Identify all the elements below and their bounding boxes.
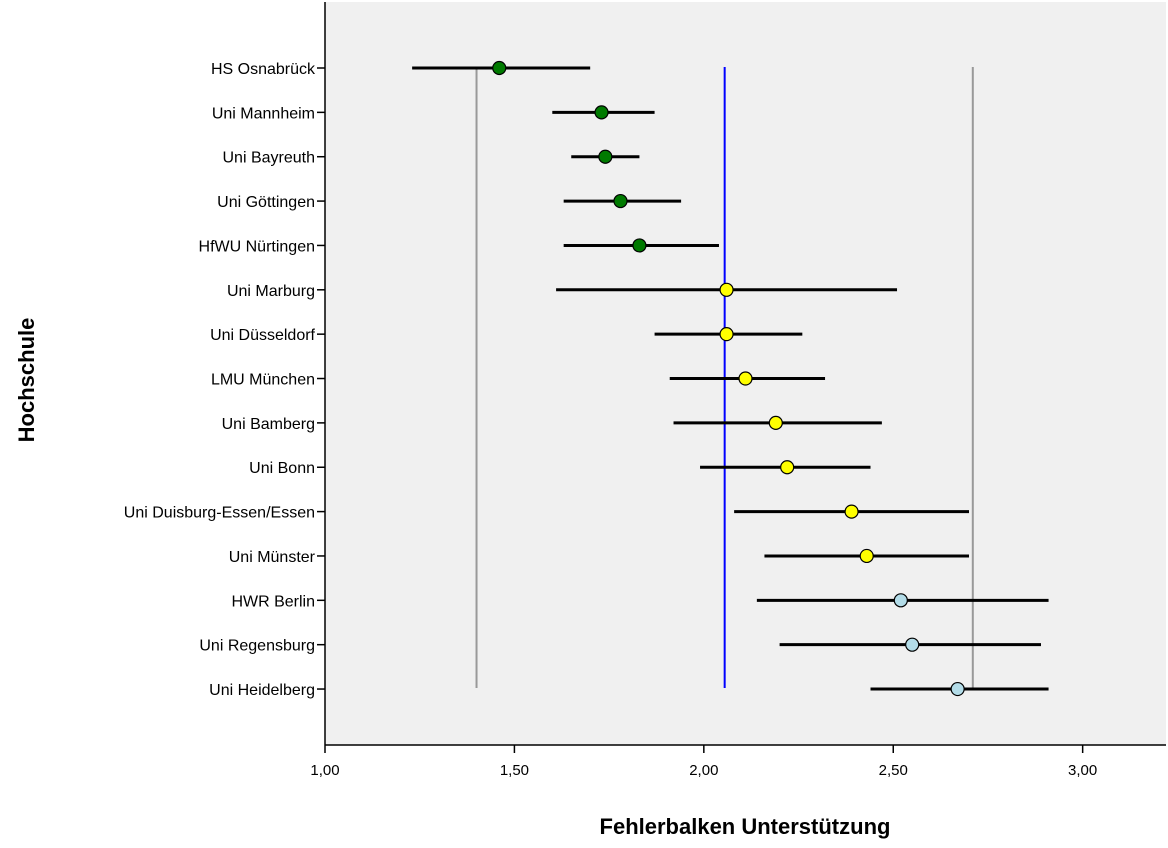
category-label: LMU München bbox=[211, 372, 315, 389]
data-point bbox=[844, 504, 859, 519]
x-tick-label: 2,00 bbox=[689, 762, 718, 779]
data-point bbox=[632, 238, 647, 253]
category-label: Uni Marburg bbox=[227, 283, 315, 300]
data-point bbox=[719, 327, 734, 342]
x-axis-title: Fehlerbalken Unterstützung bbox=[600, 814, 891, 839]
x-tick-label: 3,00 bbox=[1068, 762, 1097, 779]
category-label: Uni Göttingen bbox=[217, 194, 315, 211]
category-label: HfWU Nürtingen bbox=[199, 238, 315, 255]
data-points bbox=[492, 60, 965, 697]
category-label: Uni Münster bbox=[229, 549, 316, 566]
category-label: Uni Regensburg bbox=[199, 638, 315, 655]
data-point bbox=[492, 60, 507, 76]
data-point bbox=[613, 193, 628, 209]
data-point bbox=[859, 548, 874, 564]
x-tick-label: 2,50 bbox=[879, 762, 908, 779]
x-tick-label: 1,50 bbox=[500, 762, 529, 779]
category-label: Uni Bonn bbox=[249, 460, 315, 477]
data-point bbox=[719, 282, 734, 297]
category-label: Uni Bamberg bbox=[222, 416, 315, 433]
data-point bbox=[594, 105, 609, 120]
category-label: Uni Mannheim bbox=[212, 105, 315, 122]
category-label: Uni Bayreuth bbox=[223, 150, 316, 167]
data-point bbox=[893, 593, 908, 608]
axes bbox=[317, 2, 1166, 753]
category-label: Uni Duisburg-Essen/Essen bbox=[124, 505, 315, 522]
category-label: Uni Düsseldorf bbox=[210, 327, 315, 344]
data-point bbox=[768, 415, 783, 430]
data-point bbox=[598, 149, 613, 164]
data-point bbox=[780, 460, 795, 475]
category-label: HWR Berlin bbox=[231, 593, 315, 610]
category-label: HS Osnabrück bbox=[211, 61, 316, 78]
data-point bbox=[950, 681, 965, 697]
data-point bbox=[738, 371, 753, 386]
category-labels: HS Osnabrück Uni Mannheim Uni Bayreuth Uni … bbox=[124, 61, 316, 699]
category-label: Uni Heidelberg bbox=[209, 682, 315, 699]
y-axis-title: Hochschule bbox=[14, 318, 39, 443]
x-tick-labels: 1,00 1,50 2,00 2,50 3,00 bbox=[310, 762, 1097, 779]
x-tick-label: 1,00 bbox=[310, 762, 339, 779]
data-point bbox=[905, 637, 920, 652]
